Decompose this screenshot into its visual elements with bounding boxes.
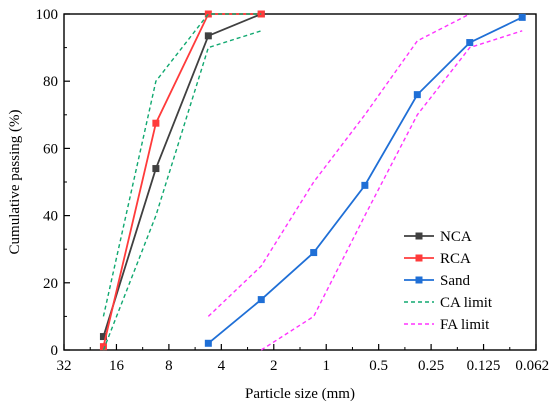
x-tick-label: 32 [57, 358, 72, 374]
x-axis-label: Particle size (mm) [245, 386, 355, 402]
x-tick-label: 1 [322, 358, 330, 374]
x-tick-label: 0.0625 [515, 358, 550, 374]
y-tick-label: 80 [43, 74, 58, 90]
legend-swatch-marker [415, 276, 423, 284]
data-point-nca [99, 333, 107, 341]
data-point-rca [99, 343, 107, 351]
series-line-fa-limit [207, 13, 471, 317]
x-tick-label: 2 [270, 358, 278, 374]
x-tick-label: 0.25 [418, 358, 444, 374]
x-tick-label: 0.5 [369, 358, 388, 374]
y-tick-label: 40 [43, 209, 58, 225]
data-point-sand [361, 181, 369, 189]
data-point-nca [152, 165, 160, 173]
data-point-sand [518, 13, 526, 21]
y-tick-label: 20 [43, 276, 58, 292]
legend-label: Sand [440, 273, 471, 289]
data-point-rca [152, 119, 160, 127]
series-line-nca [102, 13, 262, 337]
plot-area: 0 20 40 60 80 100 32 16 8 4 2 1 0.5 0.25 0.125 0.0625 NC… [36, 7, 550, 374]
legend-label: FA limit [440, 317, 490, 333]
data-point-rca [257, 10, 265, 18]
data-point-sand [413, 91, 421, 99]
series-line-ca-limit [102, 13, 262, 317]
x-tick-label: 8 [165, 358, 173, 374]
legend-label: CA limit [440, 295, 493, 311]
y-tick-label: 60 [43, 141, 58, 157]
data-point-nca [204, 32, 212, 40]
x-tick-label: 4 [218, 358, 226, 374]
series-line-rca [102, 13, 262, 347]
y-axis-label: Cumulative passing (%) [7, 110, 23, 255]
y-tick-label: 0 [51, 343, 59, 359]
x-tick-label: 0.125 [467, 358, 501, 374]
data-point-sand [204, 339, 212, 347]
data-point-rca [204, 10, 212, 18]
legend-swatch-marker [415, 254, 423, 262]
legend-swatch-marker [415, 232, 423, 240]
data-point-sand [466, 39, 474, 47]
data-point-sand [310, 249, 318, 257]
series-line-ca-limit [102, 30, 262, 351]
legend-label: NCA [440, 229, 472, 245]
data-point-sand [257, 296, 265, 304]
series-line-fa-limit [260, 30, 523, 351]
x-tick-label: 16 [109, 358, 125, 374]
legend-label: RCA [440, 251, 471, 267]
y-tick-label: 100 [36, 7, 59, 23]
